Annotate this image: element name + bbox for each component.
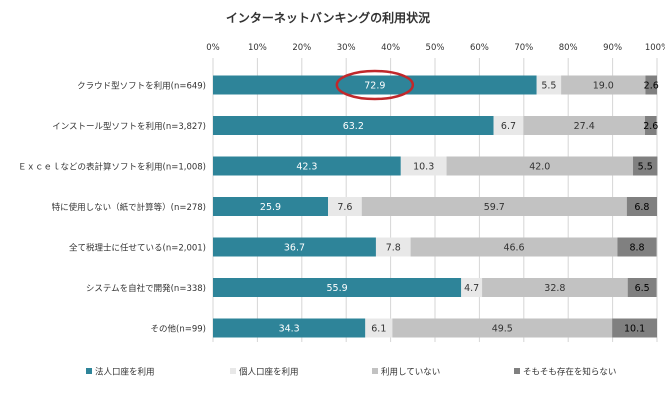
legend-swatch: [372, 368, 378, 374]
bar-segment: [482, 278, 628, 297]
bar-segment: [617, 237, 657, 257]
data-label: 46.6: [503, 243, 524, 254]
data-label: 63.2: [343, 121, 364, 132]
data-label: 5.5: [638, 162, 653, 173]
data-label: 4.7: [464, 283, 479, 294]
bar-segment: [633, 156, 658, 176]
bar-segment: [561, 75, 646, 95]
legend-label: 個人口座を利用: [239, 367, 299, 378]
data-label: 10.3: [413, 162, 434, 173]
category-label: Ｅｘｃｅｌなどの表計算ソフトを利用(n=1,008): [18, 162, 206, 173]
category-label: 特に使用しない（紙で計算等）(n=278): [52, 202, 206, 213]
legend: 法人口座を利用 個人口座を利用 利用していない そもそも存在を知らない: [86, 367, 616, 378]
data-label: 5.5: [541, 81, 556, 92]
bar-segment: [213, 278, 462, 297]
data-label: 72.9: [364, 81, 385, 92]
category-label: インストール型ソフトを利用(n=3,827): [52, 121, 206, 132]
bar-segment: [612, 318, 657, 338]
data-label: 42.0: [529, 162, 550, 173]
bar-segment: [626, 197, 657, 216]
data-label: 19.0: [593, 81, 614, 92]
bar-segment: [213, 156, 401, 176]
legend-swatch: [86, 368, 92, 374]
bar-segment: [536, 75, 562, 95]
bar-segment: [392, 318, 613, 338]
x-tick-label: 60%: [470, 43, 489, 53]
bar-segment: [446, 156, 634, 176]
bar-segment: [645, 116, 657, 135]
data-label: 7.8: [386, 243, 401, 254]
bar-segment: [461, 278, 483, 297]
bar-segment: [213, 318, 366, 338]
highlight-group: [335, 69, 415, 101]
data-label: 2.6: [643, 121, 658, 132]
data-label: 6.1: [371, 324, 386, 335]
bars: 72.9 5.5 19.0 2.6 63.2 6.7 27.4 2.6 42.3 10.3 42.0…: [213, 75, 659, 338]
x-tick-label: 90%: [603, 43, 622, 53]
category-labels: クラウド型ソフトを利用(n=649) インストール型ソフトを利用(n=3,827)…: [18, 81, 206, 335]
bar-segment: [645, 75, 657, 95]
data-label: 49.5: [492, 324, 513, 335]
bar-segment: [361, 197, 627, 216]
bar-segment: [327, 197, 362, 216]
category-label: その他(n=99): [151, 324, 206, 335]
x-tick-label: 30%: [337, 43, 356, 53]
x-tick-label: 0%: [206, 43, 220, 53]
data-label: 34.3: [279, 324, 300, 335]
bar-segment: [523, 116, 646, 135]
x-tick-label: 50%: [426, 43, 445, 53]
bar-segment: [213, 116, 494, 135]
x-tick-label: 100%: [645, 43, 665, 53]
bar-segment: [627, 278, 657, 297]
x-tick-label: 70%: [514, 43, 533, 53]
bar-segment: [365, 318, 393, 338]
legend-swatch: [514, 368, 520, 374]
data-label: 55.9: [327, 283, 348, 294]
bar-segment: [213, 75, 537, 95]
data-label: 7.6: [337, 202, 352, 213]
data-label: 59.7: [484, 202, 505, 213]
x-tick-label: 10%: [248, 43, 267, 53]
highlight-circle: [335, 69, 415, 101]
legend-label: そもそも存在を知らない: [523, 367, 616, 378]
data-label: 2.6: [644, 81, 659, 92]
data-label: 32.8: [544, 283, 565, 294]
bar-segment: [213, 237, 376, 257]
category-label: クラウド型ソフトを利用(n=649): [77, 81, 206, 92]
data-label: 6.5: [635, 283, 650, 294]
bar-segment: [375, 237, 411, 257]
data-label: 6.8: [634, 202, 649, 213]
data-label: 25.9: [260, 202, 281, 213]
data-label: 36.7: [284, 243, 305, 254]
legend-swatch: [230, 368, 236, 374]
bar-segment: [400, 156, 447, 176]
legend-label: 利用していない: [381, 367, 440, 378]
bar-segment: [213, 197, 328, 216]
x-tick-label: 20%: [292, 43, 311, 53]
data-label: 27.4: [574, 121, 595, 132]
legend-label: 法人口座を利用: [95, 367, 155, 378]
data-label: 8.8: [629, 243, 644, 254]
x-axis-tick-labels: 0% 10% 20% 30% 40% 50% 60% 70% 80% 90% 100%: [206, 43, 665, 53]
x-tick-label: 80%: [559, 43, 578, 53]
data-label: 6.7: [501, 121, 516, 132]
bar-segment: [493, 116, 524, 135]
x-tick-label: 40%: [381, 43, 400, 53]
bar-segment: [410, 237, 618, 257]
data-label: 42.3: [296, 162, 317, 173]
category-label: システムを自社で開発(n=338): [86, 283, 206, 294]
chart-title: インターネットバンキングの利用状況: [226, 10, 430, 25]
category-label: 全て税理士に任せている(n=2,001): [69, 243, 206, 254]
data-label: 10.1: [624, 324, 645, 335]
